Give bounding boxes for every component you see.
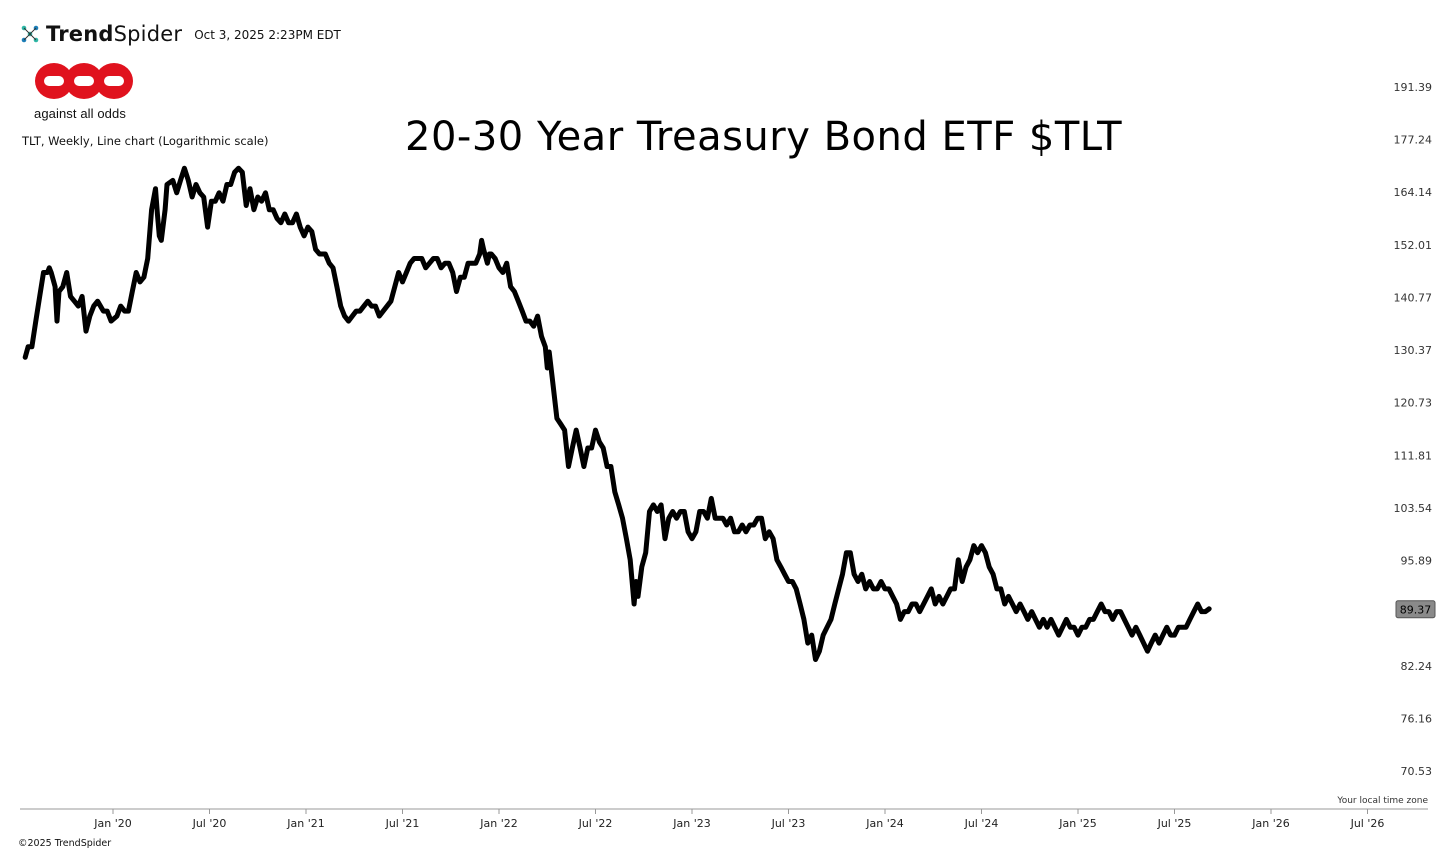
y-tick-label: 76.16 bbox=[1401, 712, 1433, 725]
x-tick-label: Jan '20 bbox=[93, 817, 131, 830]
x-tick-label: Jan '21 bbox=[286, 817, 324, 830]
x-tick-label: Jul '20 bbox=[192, 817, 227, 830]
last-value-label: 89.37 bbox=[1400, 603, 1432, 616]
chart-subtitle: TLT, Weekly, Line chart (Logarithmic sca… bbox=[22, 134, 269, 148]
last-value-badge bbox=[1395, 600, 1436, 619]
chart-timestamp: Oct 3, 2025 2:23PM EDT bbox=[194, 28, 341, 42]
brand-name: TrendSpider bbox=[46, 22, 182, 46]
brand-name-bold: Trend bbox=[46, 22, 114, 46]
y-tick-label: 164.14 bbox=[1394, 186, 1433, 199]
trendspider-node-icon bbox=[18, 22, 42, 46]
y-tick-label: 130.37 bbox=[1394, 344, 1433, 357]
x-tick-label: Jul '26 bbox=[1350, 817, 1385, 830]
app-header: TrendSpider Oct 3, 2025 2:23PM EDT bbox=[18, 18, 341, 50]
x-tick-label: Jan '22 bbox=[479, 817, 517, 830]
x-tick-label: Jul '21 bbox=[385, 817, 420, 830]
aao-tagline: against all odds bbox=[34, 106, 126, 121]
copyright: ©2025 TrendSpider bbox=[18, 838, 112, 849]
brand-name-regular: Spider bbox=[113, 22, 183, 46]
y-tick-label: 111.81 bbox=[1394, 449, 1433, 462]
x-tick-label: Jul '23 bbox=[771, 817, 806, 830]
price-line bbox=[22, 165, 1212, 662]
x-tick-label: Jul '22 bbox=[578, 817, 613, 830]
y-tick-label: 140.77 bbox=[1394, 291, 1433, 304]
y-tick-label: 152.01 bbox=[1394, 239, 1433, 252]
y-tick-label: 177.24 bbox=[1394, 134, 1433, 147]
y-tick-label: 70.53 bbox=[1401, 765, 1433, 778]
x-tick-label: Jul '25 bbox=[1157, 817, 1192, 830]
x-tick-label: Jul '24 bbox=[964, 817, 999, 830]
x-tick-label: Jan '24 bbox=[865, 817, 903, 830]
y-tick-label: 120.73 bbox=[1394, 397, 1433, 410]
chart-title: 20-30 Year Treasury Bond ETF $TLT bbox=[405, 114, 1123, 160]
x-tick-label: Jan '25 bbox=[1058, 817, 1096, 830]
y-tick-label: 95.89 bbox=[1401, 555, 1433, 568]
against-all-odds-logo: against all odds bbox=[34, 62, 134, 121]
x-tick-label: Jan '26 bbox=[1251, 817, 1289, 830]
y-tick-label: 191.39 bbox=[1394, 81, 1433, 94]
y-tick-label: 82.24 bbox=[1401, 660, 1433, 673]
y-tick-label: 103.54 bbox=[1394, 502, 1433, 515]
x-tick-label: Jan '23 bbox=[672, 817, 710, 830]
aao-logo-mark bbox=[35, 63, 133, 99]
timezone-note: Your local time zone bbox=[1337, 796, 1428, 806]
